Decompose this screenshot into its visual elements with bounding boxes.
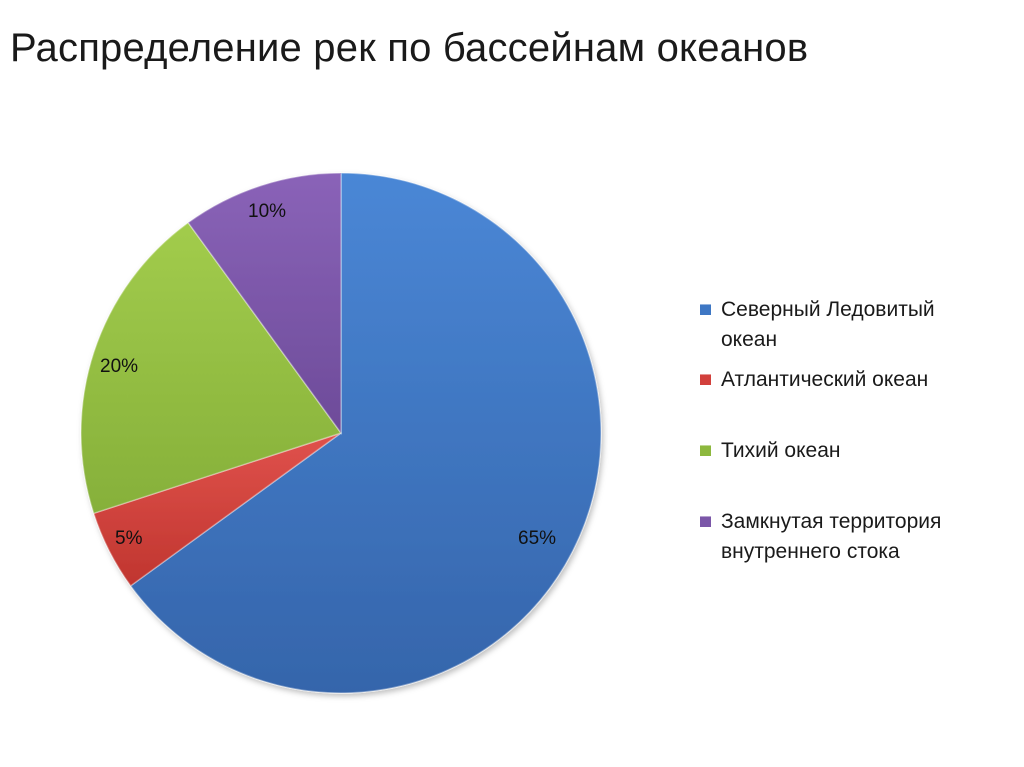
legend-item-arctic: Северный Ледовитый океан xyxy=(700,295,981,355)
legend-label: Тихий океан xyxy=(721,439,841,462)
slice-arctic xyxy=(129,172,602,694)
legend-swatch-icon xyxy=(700,374,711,385)
legend-label: Северный Ледовитый океан xyxy=(721,298,935,351)
slice-pacific xyxy=(80,221,343,515)
slice-endorheic xyxy=(187,172,342,436)
data-label: 65% xyxy=(518,528,557,549)
data-label: 5% xyxy=(115,528,143,549)
legend-label: Атлантический океан xyxy=(721,368,929,391)
legend-item-atlantic: Атлантический океан xyxy=(700,365,981,395)
data-label: 10% xyxy=(248,201,287,222)
data-label: 20% xyxy=(100,356,139,377)
legend-item-endorheic: Замкнутая территория внутреннего стока xyxy=(700,507,981,567)
legend-swatch-icon xyxy=(700,516,711,527)
chart-title: Распределение рек по бассейнам океанов xyxy=(10,26,809,70)
legend-label: Замкнутая территория внутреннего стока xyxy=(721,510,942,563)
legend-item-pacific: Тихий океан xyxy=(700,436,981,466)
legend-swatch-icon xyxy=(700,304,711,315)
legend-swatch-icon xyxy=(700,445,711,456)
